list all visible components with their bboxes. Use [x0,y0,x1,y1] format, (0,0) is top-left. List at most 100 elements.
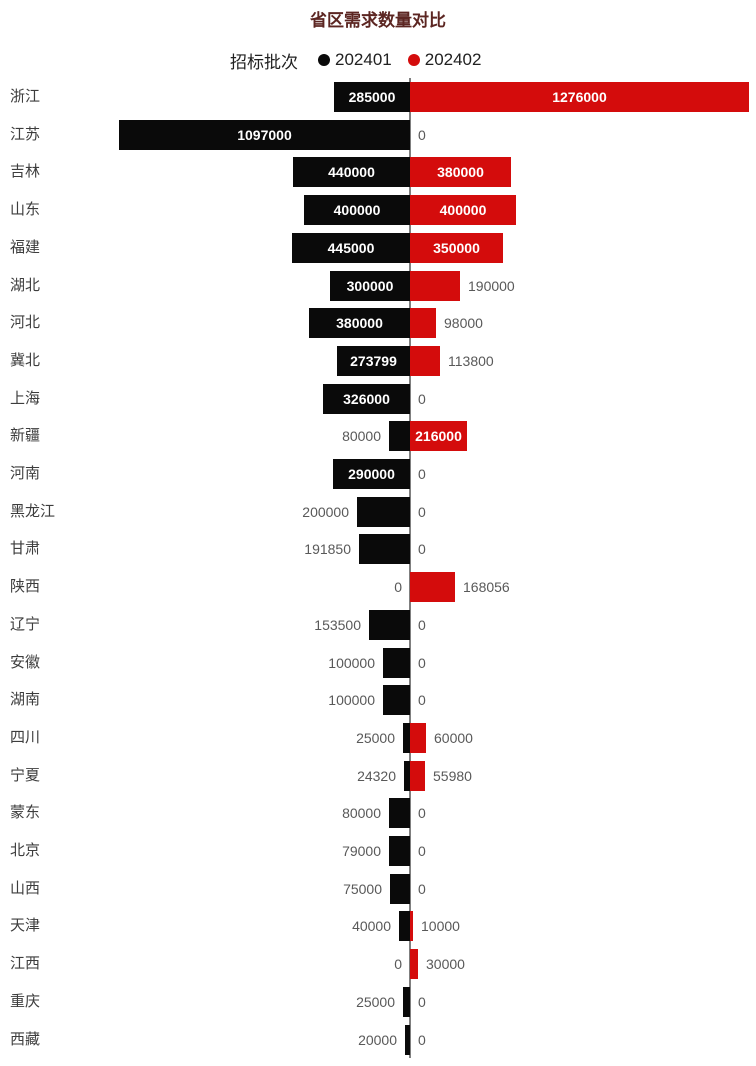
bar-202401[interactable] [359,534,410,565]
legend-item-202401[interactable]: 202401 [318,50,392,70]
bar-202401[interactable] [403,986,410,1017]
value-label-202401: 273799 [350,352,397,369]
bar-202402[interactable] [410,157,511,188]
value-label-202402: 0 [418,880,426,897]
bar-202401[interactable] [383,647,410,678]
chart-row: 浙江 285000 1276000 [0,82,756,112]
legend-item-202402[interactable]: 202402 [407,50,481,70]
chart-row: 天津 40000 10000 [0,911,756,942]
bar-202401[interactable] [304,195,410,226]
chart-row: 西藏 20000 0 [0,1024,756,1055]
chart-row: 山西 75000 0 [0,873,756,904]
value-label-202402: 380000 [437,164,484,181]
bar-202402[interactable] [410,270,460,301]
value-label-202402: 0 [418,843,426,859]
category-label: 冀北 [10,351,41,369]
value-label-202401: 326000 [343,390,390,407]
value-label-202401: 440000 [328,164,375,181]
category-label: 辽宁 [10,615,41,633]
value-label-202401: 0 [394,956,402,973]
value-label-202401: 1097000 [237,126,292,143]
category-label: 重庆 [10,992,41,1010]
bar-202402[interactable] [410,232,503,263]
bar-202402[interactable] [410,345,440,376]
bar-202401[interactable] [399,911,410,942]
category-label: 宁夏 [10,766,41,784]
value-label-202402: 190000 [468,277,515,294]
bar-202401[interactable] [309,308,410,339]
value-label-202401: 300000 [346,277,394,294]
value-label-202402: 113800 [448,352,494,369]
axis-line [409,78,411,1058]
value-label-202401: 285000 [348,89,396,105]
bar-202401[interactable] [292,232,410,263]
chart-row: 上海 326000 0 [0,383,756,414]
bar-202401[interactable] [390,873,410,904]
bar-202401[interactable] [323,383,410,414]
bar-202401[interactable] [389,421,410,452]
value-label-202402: 60000 [434,729,473,746]
bar-202401[interactable] [404,760,410,791]
chart-row: 河南 290000 0 [0,459,756,489]
bar-202401[interactable] [293,157,410,188]
value-label-202402: 0 [418,503,426,520]
value-label-202401: 445000 [327,239,375,256]
chart-row: 陕西 0 168056 [0,572,756,603]
bar-202402[interactable] [410,421,467,452]
value-label-202401: 400000 [333,202,381,219]
bar-202401[interactable] [330,270,410,301]
value-label-202401: 79000 [342,843,381,859]
category-label: 西藏 [10,1030,41,1048]
bar-202401[interactable] [383,685,410,716]
value-label-202401: 25000 [356,993,395,1010]
category-label: 浙江 [10,88,41,105]
chart-row: 江苏 1097000 0 [0,119,756,150]
bar-202401[interactable] [333,459,410,489]
bar-202401[interactable] [389,798,410,829]
bar-202401[interactable] [405,1024,410,1055]
bar-202401[interactable] [389,836,410,866]
value-label-202402: 0 [418,692,426,709]
chart-title: 省区需求数量对比 [310,11,446,30]
bar-202401[interactable] [119,119,410,150]
category-label: 天津 [10,917,41,935]
bar-202402[interactable] [410,722,426,753]
chart-row: 江西 0 30000 [0,949,756,980]
bar-202401[interactable] [403,722,410,753]
chart-row: 湖北 300000 190000 [0,270,756,301]
value-label-202401: 153500 [314,616,361,633]
value-label-202402: 1276000 [552,89,607,105]
chart-row: 山东 400000 400000 [0,195,756,226]
bar-202402[interactable] [410,195,516,226]
value-label-202401: 380000 [336,315,383,332]
category-label: 黑龙江 [10,502,56,520]
value-label-202402: 30000 [426,956,465,973]
category-label: 陕西 [10,578,41,596]
legend-title: 招标批次 [230,52,298,72]
value-label-202401: 80000 [342,428,381,445]
chart-row: 甘肃 191850 0 [0,534,756,565]
value-label-202402: 10000 [421,918,460,935]
bar-202402[interactable] [410,911,413,942]
category-label: 安徽 [10,653,41,671]
bar-202401[interactable] [369,609,410,640]
category-label: 上海 [10,389,41,407]
bar-202402[interactable] [410,572,455,603]
category-label: 新疆 [10,427,41,445]
bar-202401[interactable] [337,345,410,376]
value-label-202401: 40000 [352,918,391,935]
bar-202401[interactable] [357,496,410,527]
value-label-202402: 0 [418,1031,426,1048]
category-label: 山东 [10,201,41,219]
bar-202402[interactable] [410,760,425,791]
legend-label-202401: 202401 [335,50,392,69]
bar-202402[interactable] [410,308,436,339]
bar-202402[interactable] [410,949,418,980]
value-label-202401: 191850 [304,541,351,558]
bar-202401[interactable] [334,82,410,112]
chart-row: 宁夏 24320 55980 [0,760,756,791]
value-label-202401: 80000 [342,805,381,822]
bar-202402[interactable] [410,82,749,112]
value-label-202402: 0 [418,616,426,633]
category-label: 河北 [10,314,41,332]
